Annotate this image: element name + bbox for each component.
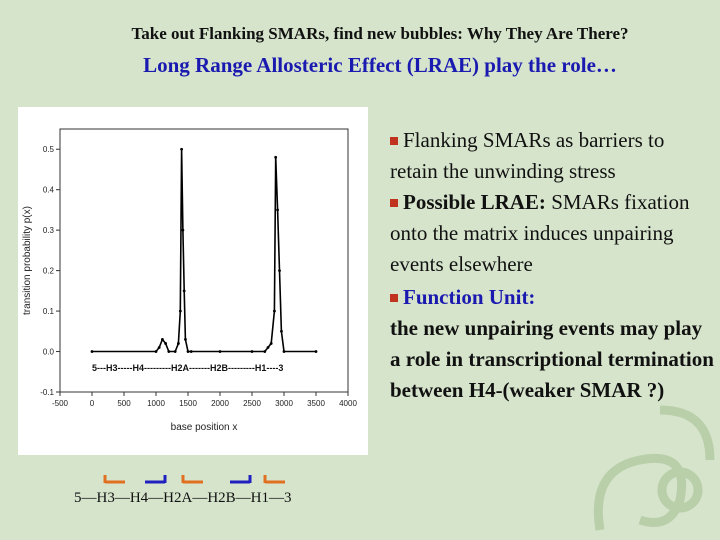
data-point [282, 350, 286, 353]
data-point [184, 338, 187, 341]
x-tick-label: 2500 [243, 399, 261, 408]
bullet-1: Flanking SMARs as barriers to retain the… [390, 128, 665, 183]
data-point [182, 289, 186, 293]
data-point [274, 155, 278, 159]
x-tick-label: 0 [90, 399, 95, 408]
decorative-swirl [593, 405, 715, 531]
bullet-square-icon [390, 199, 398, 207]
x-tick-label: 2000 [211, 399, 229, 408]
data-point [263, 350, 267, 353]
slide-title: Take out Flanking SMARs, find new bubble… [131, 24, 629, 43]
y-tick-label: -0.1 [40, 388, 54, 397]
data-point [167, 350, 171, 353]
gene-arrow-right-icon [230, 475, 252, 484]
x-tick-label: 4000 [339, 399, 357, 408]
data-point [90, 350, 94, 353]
x-tick-label: -500 [52, 399, 69, 408]
y-tick-label: 0.3 [43, 226, 55, 235]
data-point [181, 228, 185, 232]
data-point [173, 350, 177, 353]
data-point [161, 338, 164, 341]
data-point [164, 342, 168, 345]
bullet-square-icon [390, 294, 398, 302]
bullet-square-icon [390, 137, 398, 145]
gene-arrow-left-icon [181, 475, 203, 484]
transition-probability-chart: -500 0 500 1000 1500 2000 2500 3000 3500 4000 -0.1… [22, 128, 357, 433]
gene-order-label: 5—H3—H4—H2A—H2B—H1—3 [74, 490, 292, 506]
data-point [189, 350, 193, 353]
data-point [273, 309, 276, 313]
y-tick-label: 0.4 [43, 186, 55, 195]
data-point [278, 269, 281, 273]
data-point [218, 350, 222, 353]
y-tick-label: 0.2 [43, 267, 55, 276]
data-point [250, 350, 254, 353]
gene-arrow-right-icon [145, 475, 167, 484]
chart-panel: -500 0 500 1000 1500 2000 2500 3000 3500 4000 -0.1… [18, 107, 368, 455]
data-point [178, 309, 182, 313]
x-axis-label: base position x [171, 422, 238, 433]
data-point [266, 346, 270, 349]
x-tick-label: 1500 [179, 399, 197, 408]
slide-subtitle: Long Range Allosteric Effect (LRAE) play… [143, 53, 617, 77]
x-tick-label: 1000 [147, 399, 165, 408]
bullet-3: Function Unit: [390, 282, 715, 313]
y-tick-label: 0.0 [43, 348, 55, 357]
data-point [180, 147, 184, 151]
x-tick-label: 3500 [307, 399, 325, 408]
plot-frame [59, 128, 349, 393]
bullet-list: Flanking SMARs as barriers to retain the… [390, 125, 715, 406]
data-point [276, 208, 279, 212]
data-point [269, 342, 273, 345]
gene-arrow-left-icon [263, 475, 285, 484]
gene-direction-arrows [103, 475, 285, 484]
x-tick-label: 500 [117, 399, 131, 408]
y-tick-label: 0.1 [43, 307, 55, 316]
data-point [177, 342, 180, 345]
series-line [92, 149, 316, 353]
gene-arrow-left-icon [103, 475, 125, 484]
data-point [154, 350, 158, 353]
bullet-2: Possible LRAE: SMARs fixation onto the m… [390, 190, 690, 276]
data-point [314, 350, 318, 353]
data-point [186, 350, 190, 353]
bullet-3-detail: the new unpairing events may play a role… [390, 316, 714, 402]
gene-annotation: 5---H3-----H4---------H2A-------H2B-----… [92, 363, 283, 373]
y-axis-label: transition probability p(x) [22, 206, 33, 315]
y-tick-label: 0.5 [43, 145, 55, 154]
x-tick-label: 3000 [275, 399, 293, 408]
data-point [157, 346, 161, 349]
data-point [280, 329, 283, 333]
